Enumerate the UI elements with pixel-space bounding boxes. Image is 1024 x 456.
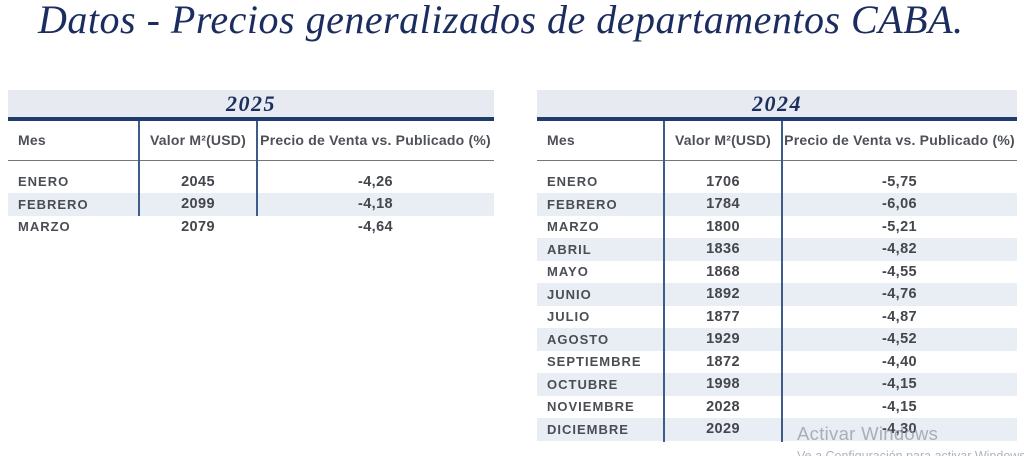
month-cell: FEBRERO — [547, 196, 618, 212]
pct-cell: -4,15 — [881, 398, 918, 415]
month-cell: MARZO — [547, 219, 600, 235]
value-cell: 2029 — [706, 421, 740, 438]
pct-cell: -4,40 — [881, 353, 918, 370]
table-2025: 2025 Mes Valor M²(USD) Precio de Venta v… — [8, 90, 494, 238]
value-cell: 2045 — [181, 173, 215, 190]
table-row: NOVIEMBRE 2028 -4,15 — [537, 396, 1017, 419]
value-cell: 2099 — [181, 196, 215, 213]
pct-cell: -4,64 — [357, 218, 394, 235]
value-cell: 2028 — [706, 398, 740, 415]
month-cell: NOVIEMBRE — [547, 399, 635, 415]
table-row: ENERO 1706 -5,75 — [537, 171, 1017, 194]
column-divider — [663, 121, 665, 442]
pct-cell: -4,15 — [881, 376, 918, 393]
windows-activation-watermark: Activar Windows — [797, 423, 939, 444]
table-row: MARZO 1800 -5,21 — [537, 216, 1017, 239]
month-cell: FEBRERO — [18, 196, 89, 212]
table-top-rule — [8, 117, 494, 121]
pct-cell: -4,76 — [881, 286, 918, 303]
month-cell: JULIO — [547, 309, 591, 325]
month-cell: DICIEMBRE — [547, 421, 629, 437]
pct-cell: -4,30 — [881, 421, 918, 438]
table-row: DICIEMBRE 2029 -4,30 — [537, 418, 1017, 441]
pct-cell: -4,26 — [357, 173, 394, 190]
pct-cell: -4,55 — [881, 263, 918, 280]
value-cell: 1836 — [706, 241, 740, 258]
column-header-mes: Mes — [18, 132, 46, 149]
value-cell: 1998 — [706, 376, 740, 393]
column-header-precio-venta: Precio de Venta vs. Publicado (%) — [260, 132, 491, 149]
month-cell: ABRIL — [547, 241, 592, 257]
column-header-precio-venta: Precio de Venta vs. Publicado (%) — [784, 132, 1015, 149]
month-cell: ENERO — [18, 174, 70, 190]
table-row: FEBRERO 2099 -4,18 — [8, 193, 494, 216]
table-row: OCTUBRE 1998 -4,15 — [537, 373, 1017, 396]
table-row: AGOSTO 1929 -4,52 — [537, 328, 1017, 351]
value-cell: 1784 — [706, 196, 740, 213]
table-row: MAYO 1868 -4,55 — [537, 261, 1017, 284]
value-cell: 1872 — [706, 353, 740, 370]
value-cell: 2079 — [181, 218, 215, 235]
header-gap — [537, 161, 1017, 171]
column-divider — [138, 121, 140, 216]
table-row: JUNIO 1892 -4,76 — [537, 283, 1017, 306]
pct-cell: -6,06 — [881, 196, 918, 213]
page-title: Datos - Precios generalizados de departa… — [38, 0, 964, 42]
pct-cell: -4,18 — [357, 196, 394, 213]
table-row: MARZO 2079 -4,64 — [8, 216, 494, 239]
pct-cell: -4,82 — [881, 241, 918, 258]
month-cell: OCTUBRE — [547, 376, 619, 392]
value-cell: 1929 — [706, 331, 740, 348]
table-top-rule — [537, 117, 1017, 121]
column-header-valor: Valor M²(USD) — [675, 132, 771, 149]
month-cell: MAYO — [547, 264, 589, 280]
table-row: SEPTIEMBRE 1872 -4,40 — [537, 351, 1017, 374]
table-header-row: Mes Valor M²(USD) Precio de Venta vs. Pu… — [537, 121, 1017, 161]
value-cell: 1800 — [706, 218, 740, 235]
header-gap — [8, 161, 494, 171]
table-header-row: Mes Valor M²(USD) Precio de Venta vs. Pu… — [8, 121, 494, 161]
table-row: ENERO 2045 -4,26 — [8, 171, 494, 194]
value-cell: 1706 — [706, 173, 740, 190]
column-header-mes: Mes — [547, 132, 575, 149]
column-header-valor: Valor M²(USD) — [150, 132, 246, 149]
month-cell: SEPTIEMBRE — [547, 354, 642, 370]
pct-cell: -4,87 — [881, 308, 918, 325]
windows-activation-watermark-subtext: Ve a Configuración para activar Windows. — [797, 449, 1024, 456]
month-cell: ENERO — [547, 174, 599, 190]
pct-cell: -4,52 — [881, 331, 918, 348]
month-cell: JUNIO — [547, 286, 592, 302]
value-cell: 1892 — [706, 286, 740, 303]
month-cell: MARZO — [18, 219, 71, 235]
month-cell: AGOSTO — [547, 331, 610, 347]
table-row: JULIO 1877 -4,87 — [537, 306, 1017, 329]
column-divider — [256, 121, 258, 216]
pct-cell: -5,21 — [881, 218, 918, 235]
table-row: ABRIL 1836 -4,82 — [537, 238, 1017, 261]
year-header-2025: 2025 — [8, 90, 494, 117]
table-2024: 2024 Mes Valor M²(USD) Precio de Venta v… — [537, 90, 1017, 442]
column-divider — [781, 121, 783, 442]
pct-cell: -5,75 — [881, 173, 918, 190]
table-row: FEBRERO 1784 -6,06 — [537, 193, 1017, 216]
value-cell: 1868 — [706, 263, 740, 280]
year-header-2024: 2024 — [537, 90, 1017, 117]
value-cell: 1877 — [706, 308, 740, 325]
